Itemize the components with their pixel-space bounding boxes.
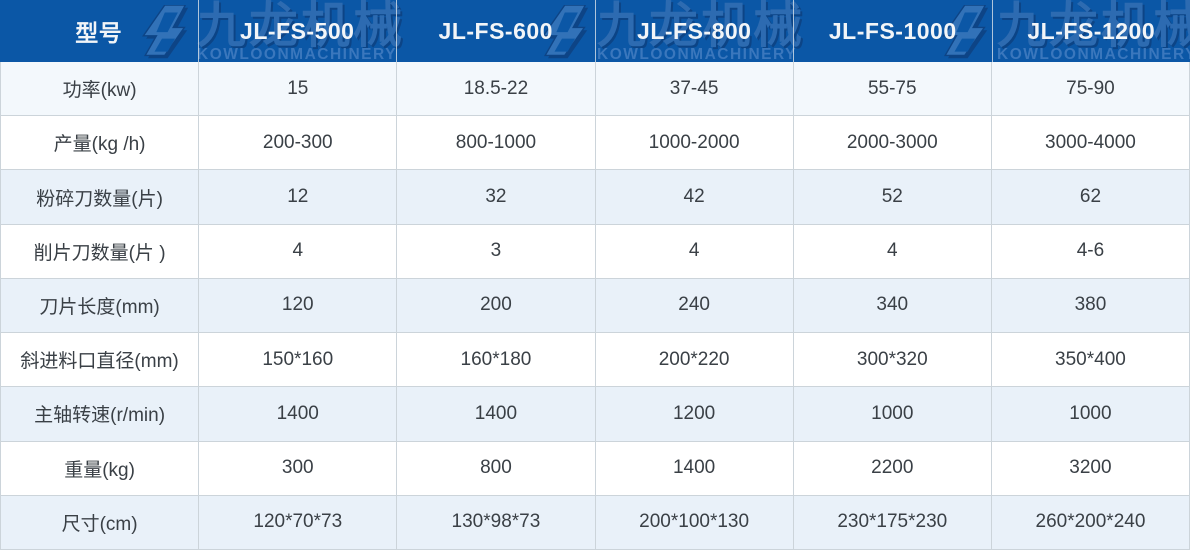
cell-value: 4 <box>794 224 992 278</box>
header-cell-model-label: 型号 <box>0 0 199 62</box>
cell-value: 2200 <box>794 441 992 495</box>
cell-value: 120*70*73 <box>199 495 398 549</box>
table-row-dimensions: 尺寸(cm) 120*70*73 130*98*73 200*100*130 2… <box>1 495 1189 549</box>
cell-value: 240 <box>596 278 794 333</box>
row-label: 粉碎刀数量(片) <box>1 170 200 224</box>
cell-value: 1200 <box>596 387 794 441</box>
table-row-weight: 重量(kg) 300 800 1400 2200 3200 <box>1 441 1189 496</box>
table-row-power: 功率(kw) 15 18.5-22 37-45 55-75 75-90 <box>1 62 1189 117</box>
cell-value: 300*320 <box>794 333 992 387</box>
table-row-chipping-blades: 削片刀数量(片 ) 4 3 4 4 4-6 <box>1 224 1189 279</box>
table-row-blade-length: 刀片长度(mm) 120 200 240 340 380 <box>1 278 1189 334</box>
cell-value: 200 <box>397 278 596 333</box>
cell-value: 200*220 <box>596 333 794 387</box>
row-label: 尺寸(cm) <box>1 495 200 549</box>
cell-value: 3000-4000 <box>1045 131 1136 153</box>
cell-value: 3200 <box>1069 457 1112 479</box>
table-row-spindle-speed: 主轴转速(r/min) 1400 1400 1200 1000 1000 <box>1 387 1189 442</box>
cell-value: 18.5-22 <box>397 62 596 116</box>
header-cell-jl-fs-1000: JL-FS-1000 <box>794 0 993 62</box>
cell-value: 32 <box>397 170 596 224</box>
row-label: 主轴转速(r/min) <box>1 387 200 441</box>
cell-value: 75-90 <box>1066 77 1115 99</box>
cell-value: 800 <box>397 441 596 495</box>
cell-value: 1000 <box>1069 402 1112 424</box>
cell-value: 1000 <box>794 387 992 441</box>
header-cell-jl-fs-1200: JL-FS-1200 <box>1027 17 1156 44</box>
row-label: 斜进料口直径(mm) <box>1 333 200 387</box>
cell-value: 160*180 <box>397 333 596 387</box>
cell-value: 120 <box>199 278 398 333</box>
cell-value: 300 <box>199 441 398 495</box>
cell-value: 340 <box>794 278 992 333</box>
cell-value: 1400 <box>397 387 596 441</box>
cell-value: 4 <box>199 224 398 278</box>
cell-value: 1400 <box>199 387 398 441</box>
cell-value: 800-1000 <box>397 116 596 170</box>
cell-value: 52 <box>794 170 992 224</box>
cell-value: 55-75 <box>794 62 992 116</box>
cell-value: 200*100*130 <box>596 495 794 549</box>
table-body: 功率(kw) 15 18.5-22 37-45 55-75 75-90 产量(k… <box>0 62 1190 550</box>
cell-value: 200-300 <box>199 116 398 170</box>
cell-value: 350*400 <box>1055 348 1126 370</box>
row-label: 功率(kw) <box>1 62 200 116</box>
cell-value: 230*175*230 <box>794 495 992 549</box>
table-header-row: 九龙机械 KOWLOONMACHINERY 九龙机械 KOWLOONMACHIN… <box>0 0 1190 62</box>
row-label: 重量(kg) <box>1 441 200 495</box>
cell-value: 62 <box>1079 186 1102 208</box>
header-cell-jl-fs-600: JL-FS-600 <box>397 0 596 62</box>
table-row-capacity: 产量(kg /h) 200-300 800-1000 1000-2000 200… <box>1 116 1189 171</box>
table-row-crushing-blades: 粉碎刀数量(片) 12 32 42 52 62 <box>1 170 1189 225</box>
cell-value: 42 <box>596 170 794 224</box>
cell-value: 380 <box>1074 294 1107 316</box>
header-cell-jl-fs-800: JL-FS-800 <box>596 0 794 62</box>
row-label: 产量(kg /h) <box>1 116 200 170</box>
cell-value: 4 <box>596 224 794 278</box>
table-row-inlet-diameter: 斜进料口直径(mm) 150*160 160*180 200*220 300*3… <box>1 333 1189 388</box>
cell-value: 4-6 <box>1076 240 1105 262</box>
cell-value: 2000-3000 <box>794 116 992 170</box>
cell-value: 37-45 <box>596 62 794 116</box>
header-cell-jl-fs-500: JL-FS-500 <box>199 0 397 62</box>
cell-value: 130*98*73 <box>397 495 596 549</box>
cell-value: 1400 <box>596 441 794 495</box>
cell-value: 15 <box>199 62 398 116</box>
row-label: 刀片长度(mm) <box>1 278 200 333</box>
row-label: 削片刀数量(片 ) <box>1 224 200 278</box>
cell-value: 150*160 <box>199 333 398 387</box>
cell-value: 260*200*240 <box>1035 511 1146 533</box>
cell-value: 1000-2000 <box>596 116 794 170</box>
cell-value: 12 <box>199 170 398 224</box>
cell-value: 3 <box>397 224 596 278</box>
